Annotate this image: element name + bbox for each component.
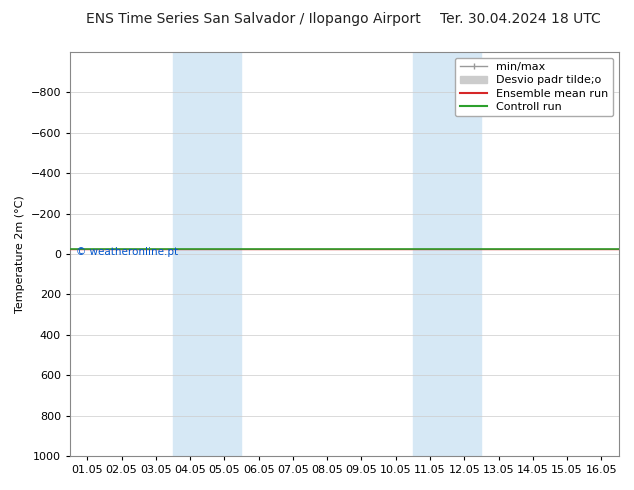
Bar xyxy=(173,52,242,456)
Text: Ter. 30.04.2024 18 UTC: Ter. 30.04.2024 18 UTC xyxy=(439,12,600,26)
Y-axis label: Temperature 2m (°C): Temperature 2m (°C) xyxy=(15,195,25,313)
Bar xyxy=(413,52,481,456)
Text: ENS Time Series San Salvador / Ilopango Airport: ENS Time Series San Salvador / Ilopango … xyxy=(86,12,421,26)
Text: © weatheronline.pt: © weatheronline.pt xyxy=(75,247,178,257)
Legend: min/max, Desvio padr tilde;o, Ensemble mean run, Controll run: min/max, Desvio padr tilde;o, Ensemble m… xyxy=(455,58,613,117)
